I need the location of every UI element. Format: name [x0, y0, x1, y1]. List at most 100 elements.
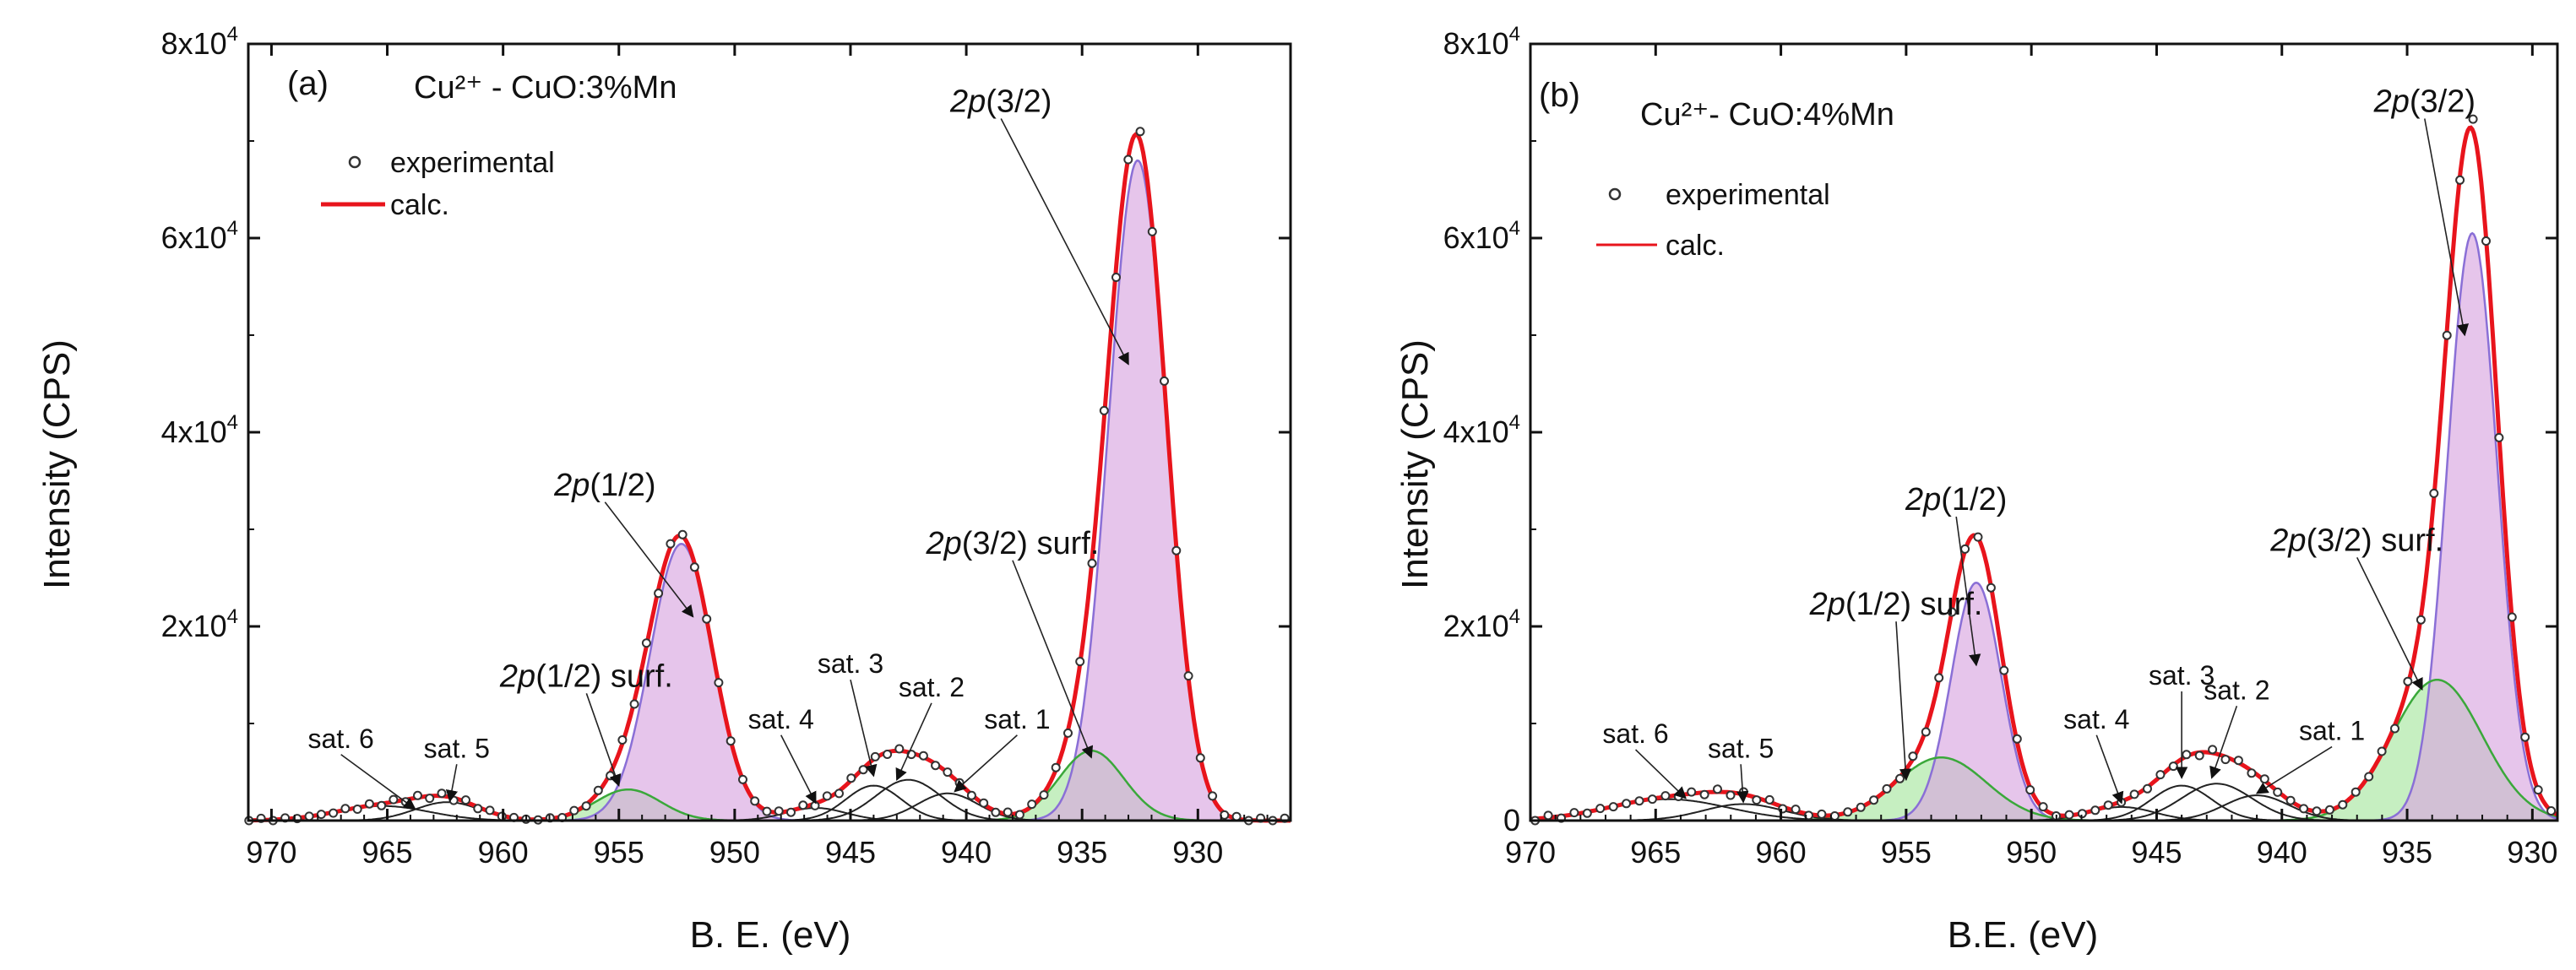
panel-a-experimental-point [931, 761, 941, 771]
panel-b-experimental-point [1960, 544, 1970, 554]
panel-b-experimental-point [2220, 755, 2231, 765]
panel-a-experimental-point [1160, 376, 1169, 386]
panel-a-experimental-point [473, 804, 483, 814]
panel-a-annotation-label: 2p(3/2) [949, 84, 1052, 120]
panel-b-experimental-point [1947, 607, 1957, 617]
panel-b-annotation-arrow [2209, 705, 2238, 779]
panel-b-experimental-point [2455, 175, 2465, 185]
panel-b-experimental-point [2129, 789, 2139, 799]
panel-b-x-tick-label: 970 [1505, 835, 1556, 870]
panel-b-experimental-point [1908, 751, 1918, 761]
panel-b-experimental-point [1856, 802, 1866, 812]
panel-b-y-tick-label: 4x104 [1443, 411, 1520, 449]
panel-a-x-tick-label: 950 [709, 835, 760, 870]
panel-b-experimental-point [2103, 800, 2113, 810]
panel-b-experimental-point [2168, 761, 2178, 772]
panel-b-experimental-point [1647, 794, 1657, 805]
panel-b-x-tick-label: 930 [2507, 835, 2557, 870]
panel-a-experimental-point [485, 805, 495, 816]
panel-a-experimental-point [762, 806, 772, 816]
panel-b-annotation-arrow [2255, 745, 2333, 794]
panel-a-experimental-point [389, 794, 399, 805]
panel-b-experimental-point [2481, 236, 2491, 246]
panel-a-experimental-point [1051, 762, 1061, 772]
panel-b-experimental-point [1622, 799, 1632, 809]
panel-a-experimental-point [846, 773, 856, 783]
panel-b-experimental-point [2377, 746, 2387, 756]
panel-a-experimental-point [1063, 728, 1073, 738]
panel-a-experimental-point [822, 791, 832, 801]
panel-a-annotation-label: 2p(1/2) [553, 468, 655, 503]
panel-a-annotation-arrow [895, 702, 932, 782]
panel-a-y-tick-label: 4x104 [161, 411, 238, 449]
panel-a-experimental-point [991, 807, 1001, 817]
panel-b-experimental-point [1725, 790, 1736, 800]
panel-b-legend-experimental-label: experimental [1666, 179, 1830, 211]
panel-b-experimental-point [1595, 804, 1606, 814]
panel-a-experimental-point [677, 529, 687, 539]
panel-a-experimental-point [870, 751, 880, 761]
panel-a-experimental-point [437, 788, 447, 799]
panel-a-experimental-point [1111, 273, 1121, 282]
panel-b-experimental-point [2155, 770, 2166, 780]
panel-a-experimental-point [726, 736, 736, 746]
panel-a-experimental-point [858, 765, 868, 775]
panel-a-experimental-point [304, 811, 314, 821]
panel-b-experimental-point [1660, 791, 1671, 801]
panel-a-annotation-label: sat. 2 [899, 672, 965, 702]
panel-b-experimental-point [1687, 787, 1697, 797]
panel-b-annotation-label: sat. 3 [2149, 660, 2215, 691]
panel-b-experimental-point [1804, 810, 1813, 821]
panel-b-experimental-point [2324, 805, 2334, 815]
panel-b-experimental-point [2429, 488, 2439, 498]
panel-b-experimental-point [1829, 811, 1840, 821]
panel-a-experimental-point [1099, 405, 1109, 415]
panel-a-legend-experimental-marker [348, 155, 361, 169]
panel-b-experimental-point [2064, 810, 2074, 820]
panel-b-experimental-point [1738, 787, 1748, 797]
panel-a-experimental-point [1147, 226, 1157, 236]
panel-a-annotation-arrow [954, 734, 1018, 793]
panel-b-experimental-point [1791, 805, 1801, 815]
panel-b-annotation-arrow [2356, 556, 2423, 691]
panel-b-experimental-point [2012, 734, 2022, 744]
panel-a-experimental-point [943, 767, 953, 778]
panel-a-experimental-point [606, 771, 616, 781]
panel-a-experimental-point [1195, 753, 1205, 763]
panel-a-experimental-point [352, 805, 362, 814]
panel-b-annotation-arrow [1895, 621, 1912, 782]
panel-b-experimental-point [2338, 799, 2348, 810]
panel-a-annotation-label: sat. 5 [424, 733, 490, 763]
panel-b-y-tick-label: 8x104 [1443, 23, 1520, 61]
panel-b-annotation-label: sat. 5 [1708, 733, 1774, 763]
panel-b-experimental-point [2090, 805, 2100, 816]
panel-a-annotation-label: sat. 3 [818, 648, 883, 679]
panel-a-annotation-label: sat. 1 [984, 704, 1050, 734]
panel-b-experimental-point [1843, 807, 1853, 817]
panel-a-experimental-point [750, 796, 760, 806]
panel-a-annotation-label: sat. 4 [748, 704, 814, 734]
panel-b-x-tick-label: 950 [2006, 835, 2057, 870]
panel-a-x-tick-label: 930 [1172, 835, 1223, 870]
panel-a-experimental-point [1039, 790, 1049, 800]
panel-a-plot-area: 970 965 960 955 950 945 940 935 930 2x104 4x104 6x1… [161, 23, 1292, 870]
panel-a-annotation-label: sat. 6 [308, 723, 374, 754]
panel-a-experimental-point [979, 798, 989, 808]
panel-a-x-axis-title: B. E. (eV) [690, 914, 851, 956]
panel-b-experimental-point [1634, 796, 1644, 806]
panel-a-experimental-point [1208, 791, 1218, 801]
panel-b-annotation-label: 2p(1/2) [1905, 482, 2007, 518]
panel-b-experimental-point [2494, 432, 2504, 442]
panel-a-label: (a) [287, 65, 329, 102]
panel-a-legend-experimental-label: experimental [390, 147, 555, 179]
panel-b-experimental-point [2533, 785, 2543, 795]
panel-a-x-tick-label: 970 [246, 835, 296, 870]
panel-b-experimental-point [2285, 795, 2296, 805]
panel-a-component-fill-2p-3-2- [248, 160, 1291, 821]
panel-a-annotation-arrow [1000, 118, 1129, 366]
panel-b-x-tick-label: 965 [1630, 835, 1681, 870]
panel-a-experimental-point [1075, 657, 1085, 667]
panel-b-x-tick-label: 935 [2382, 835, 2432, 870]
panel-a-experimental-point [1027, 799, 1037, 810]
